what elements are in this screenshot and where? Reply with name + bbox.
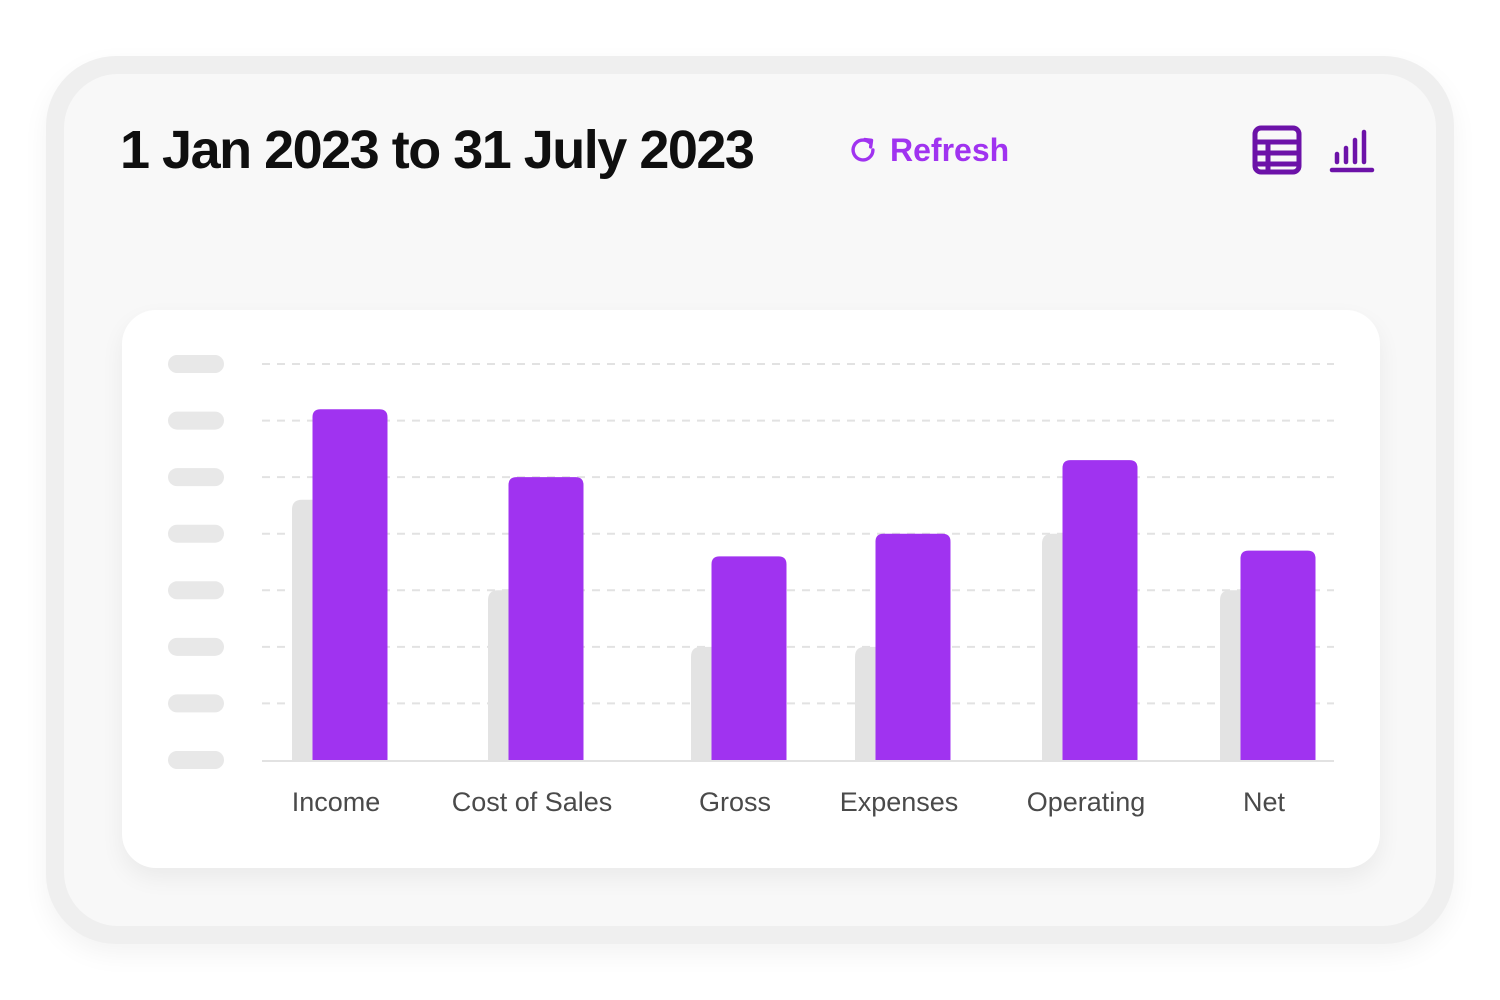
bar-primary bbox=[1240, 550, 1316, 760]
y-tick-label-placeholder bbox=[168, 637, 224, 656]
bar-primary bbox=[711, 556, 787, 760]
refresh-button[interactable]: Refresh bbox=[846, 128, 1009, 172]
table-icon bbox=[1252, 125, 1302, 175]
x-tick-label: Expenses bbox=[839, 787, 959, 817]
x-tick-label: Operating bbox=[1026, 787, 1146, 817]
y-tick-label-placeholder bbox=[168, 581, 224, 600]
y-tick-label-placeholder bbox=[168, 524, 224, 543]
bar-primary bbox=[312, 409, 388, 760]
date-range-title: 1 Jan 2023 to 31 July 2023 bbox=[120, 120, 755, 180]
bar-chart-icon bbox=[1329, 129, 1375, 173]
bar-chart bbox=[168, 355, 1334, 769]
table-view-button[interactable] bbox=[1251, 124, 1303, 176]
y-tick-label-placeholder bbox=[168, 694, 224, 713]
bar-primary bbox=[508, 477, 584, 760]
y-tick-label-placeholder bbox=[168, 468, 224, 487]
y-tick-label-placeholder bbox=[168, 355, 224, 373]
bar-primary bbox=[1062, 460, 1138, 760]
x-tick-label: Cost of Sales bbox=[451, 787, 613, 817]
x-tick-label: Income bbox=[291, 787, 381, 817]
chart-view-button[interactable] bbox=[1326, 124, 1378, 176]
chart-panel: Income Cost of Sales Gross Expenses Operatin… bbox=[122, 310, 1380, 868]
refresh-icon bbox=[851, 137, 875, 162]
x-tick-label: Gross bbox=[698, 787, 771, 817]
y-tick-label-placeholder bbox=[168, 411, 224, 430]
refresh-label: Refresh bbox=[890, 131, 1010, 168]
bar-primary bbox=[875, 533, 951, 760]
x-tick-label: Net bbox=[1242, 787, 1286, 817]
y-tick-label-placeholder bbox=[168, 751, 224, 769]
